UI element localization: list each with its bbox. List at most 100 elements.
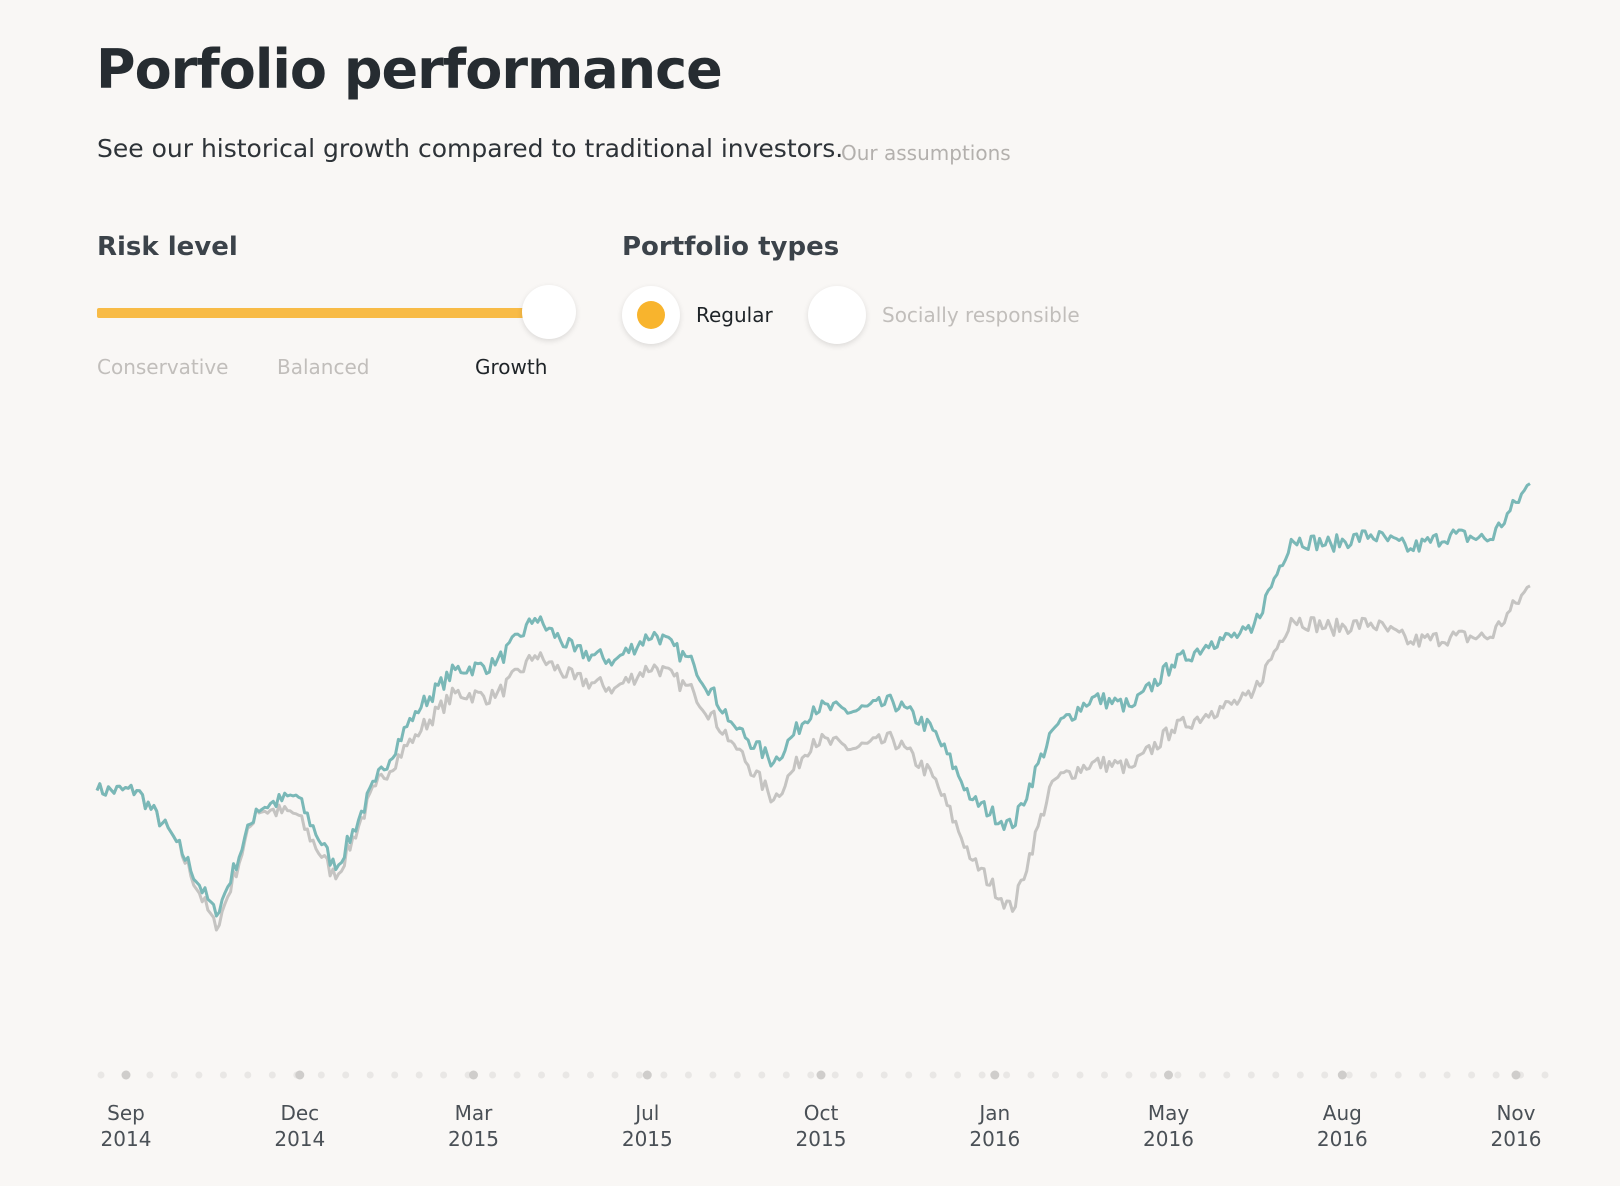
timeline-dot xyxy=(1345,1071,1353,1079)
x-tick-year-label: 2014 xyxy=(101,1127,152,1151)
page-title: Porfolio performance xyxy=(96,38,723,101)
timeline-dot xyxy=(562,1071,570,1079)
timeline-dot xyxy=(1419,1071,1427,1079)
performance-chart: Sep2014Dec2014Mar2015Jul2015Oct2015Jan20… xyxy=(95,482,1549,1151)
x-tick-month-label: Oct xyxy=(804,1101,839,1125)
timeline-dot xyxy=(1492,1071,1500,1079)
timeline-dot xyxy=(1198,1071,1206,1079)
timeline-dot xyxy=(97,1071,105,1079)
x-tick-month-label: Jan xyxy=(977,1101,1010,1125)
timeline-dot xyxy=(1321,1071,1329,1079)
x-tick-month-label: Dec xyxy=(280,1101,319,1125)
timeline-dot xyxy=(1468,1071,1476,1079)
series-line-traditional xyxy=(95,584,1531,932)
timeline-dot xyxy=(978,1071,986,1079)
timeline-dot xyxy=(1223,1071,1231,1079)
x-tick-year-label: 2015 xyxy=(448,1127,499,1151)
timeline-dot xyxy=(415,1071,423,1079)
risk-level-heading: Risk level xyxy=(97,232,238,262)
timeline-dot xyxy=(733,1071,741,1079)
timeline-tick-dot xyxy=(121,1070,131,1080)
timeline-dot xyxy=(538,1071,545,1079)
timeline-dot xyxy=(856,1071,864,1079)
x-tick-year-label: 2015 xyxy=(796,1127,847,1151)
timeline-dot xyxy=(195,1071,203,1079)
timeline-dot xyxy=(268,1071,276,1079)
radio-socially-responsible[interactable]: Socially responsible xyxy=(808,285,1080,345)
radio-regular[interactable]: Regular xyxy=(622,285,773,345)
timeline-dot xyxy=(244,1071,252,1079)
timeline-dot xyxy=(317,1071,325,1079)
timeline-dot xyxy=(880,1071,888,1079)
timeline-dot xyxy=(1125,1071,1133,1079)
timeline-tick-dot xyxy=(1511,1070,1521,1080)
timeline-dot xyxy=(1272,1071,1280,1079)
timeline-tick-dot xyxy=(990,1070,1000,1080)
x-tick-year-label: 2016 xyxy=(969,1127,1020,1151)
radio-label-regular: Regular xyxy=(696,303,773,327)
timeline-dot xyxy=(611,1071,619,1079)
timeline-dot xyxy=(366,1071,374,1079)
assumptions-link[interactable]: Our assumptions xyxy=(841,141,1011,165)
timeline-dot xyxy=(513,1071,521,1079)
timeline-dot xyxy=(709,1071,717,1079)
timeline-dot xyxy=(146,1071,154,1079)
radio-button-regular[interactable] xyxy=(622,286,680,344)
timeline-dot xyxy=(1052,1071,1059,1079)
timeline-dot xyxy=(905,1071,913,1079)
timeline-tick-dot xyxy=(816,1070,826,1080)
risk-option-conservative[interactable]: Conservative xyxy=(97,355,229,379)
page-subtitle: See our historical growth compared to tr… xyxy=(97,134,844,163)
timeline-dot xyxy=(1394,1071,1402,1079)
timeline-tick-dot xyxy=(469,1070,478,1080)
x-tick-month-label: Sep xyxy=(107,1101,145,1125)
timeline-tick-dot xyxy=(295,1070,305,1080)
timeline-tick-dot xyxy=(1337,1070,1347,1080)
timeline-dot xyxy=(758,1071,766,1079)
timeline-dot xyxy=(782,1071,790,1079)
timeline-dot xyxy=(929,1071,937,1079)
radio-selected-dot xyxy=(637,301,665,329)
timeline-dot xyxy=(1149,1071,1157,1079)
radio-button-socially-responsible[interactable] xyxy=(808,286,866,344)
risk-level-slider[interactable] xyxy=(97,285,577,341)
timeline-tick-dot xyxy=(642,1070,652,1080)
timeline-dot xyxy=(684,1071,692,1079)
risk-option-growth[interactable]: Growth xyxy=(475,355,548,379)
x-tick-year-label: 2015 xyxy=(622,1127,673,1151)
timeline-dot xyxy=(1101,1071,1108,1079)
x-tick-month-label: Mar xyxy=(455,1101,494,1125)
timeline-dot xyxy=(219,1071,227,1079)
timeline-dot xyxy=(440,1071,448,1079)
timeline-dot xyxy=(170,1071,178,1079)
timeline-dot xyxy=(1027,1071,1035,1079)
timeline-dot xyxy=(1296,1071,1304,1079)
timeline-dot xyxy=(342,1071,350,1079)
x-tick-month-label: May xyxy=(1148,1101,1190,1125)
x-tick-year-label: 2014 xyxy=(274,1127,325,1151)
timeline-dot xyxy=(1370,1071,1378,1079)
slider-thumb[interactable] xyxy=(522,285,576,339)
x-tick-year-label: 2016 xyxy=(1491,1127,1542,1151)
portfolio-types-heading: Portfolio types xyxy=(622,232,840,262)
timeline-dot xyxy=(1003,1071,1011,1079)
timeline-tick-dot xyxy=(1164,1070,1173,1080)
timeline-dot xyxy=(831,1071,839,1079)
x-tick-year-label: 2016 xyxy=(1143,1127,1194,1151)
timeline-dot xyxy=(1443,1071,1451,1079)
slider-track xyxy=(97,308,539,318)
timeline-dot xyxy=(587,1071,594,1079)
series-line-regular xyxy=(95,482,1531,918)
timeline-dot xyxy=(1076,1071,1084,1079)
timeline-dot xyxy=(1541,1071,1549,1079)
timeline-dot xyxy=(635,1071,643,1079)
risk-option-balanced[interactable]: Balanced xyxy=(277,355,370,379)
x-tick-year-label: 2016 xyxy=(1317,1127,1368,1151)
timeline-dot xyxy=(954,1071,962,1079)
timeline-dot xyxy=(1174,1071,1182,1079)
radio-label-socially-responsible: Socially responsible xyxy=(882,303,1080,327)
timeline-dot xyxy=(489,1071,497,1079)
timeline-dot xyxy=(807,1071,815,1079)
timeline-dot xyxy=(660,1071,668,1079)
x-tick-month-label: Jul xyxy=(633,1101,659,1125)
